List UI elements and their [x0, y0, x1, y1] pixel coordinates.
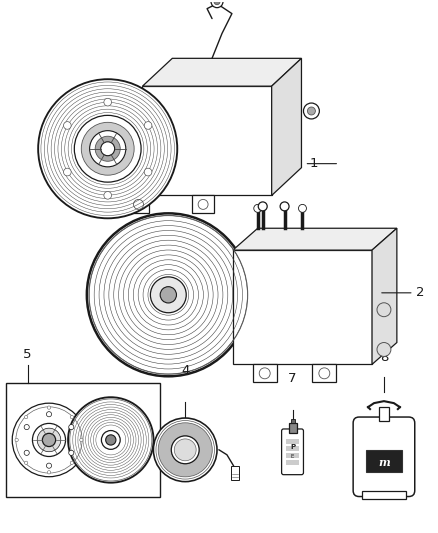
Circle shape	[102, 431, 120, 449]
Text: 8: 8	[380, 351, 388, 365]
Circle shape	[104, 98, 112, 106]
Circle shape	[171, 436, 199, 464]
Circle shape	[153, 418, 217, 482]
Bar	[362, 490, 406, 498]
Bar	[127, 196, 149, 213]
Bar	[286, 439, 300, 444]
Circle shape	[69, 424, 74, 430]
Polygon shape	[142, 86, 272, 196]
Circle shape	[42, 433, 56, 447]
Circle shape	[70, 461, 74, 464]
Bar	[290, 419, 294, 423]
Circle shape	[69, 450, 74, 455]
Circle shape	[319, 368, 330, 379]
Polygon shape	[272, 58, 301, 196]
Bar	[379, 407, 389, 421]
Circle shape	[106, 435, 116, 445]
Circle shape	[258, 202, 267, 211]
Circle shape	[25, 415, 28, 419]
Circle shape	[81, 122, 134, 175]
Bar	[286, 446, 300, 451]
Bar	[286, 460, 300, 465]
Bar	[231, 466, 239, 480]
Text: m: m	[378, 457, 390, 469]
Bar	[289, 423, 297, 433]
Circle shape	[38, 79, 177, 219]
Circle shape	[298, 204, 307, 212]
Text: P: P	[290, 444, 295, 450]
Text: 4: 4	[181, 364, 189, 377]
Circle shape	[64, 168, 71, 176]
Circle shape	[174, 439, 196, 461]
Bar	[253, 365, 277, 382]
Circle shape	[87, 213, 250, 376]
Circle shape	[104, 191, 112, 199]
Text: 2: 2	[416, 286, 424, 300]
Polygon shape	[233, 250, 372, 365]
Text: E: E	[291, 454, 294, 459]
Circle shape	[304, 103, 319, 119]
FancyBboxPatch shape	[353, 417, 415, 497]
Circle shape	[254, 204, 262, 212]
Bar	[6, 383, 160, 497]
Circle shape	[46, 411, 52, 417]
Circle shape	[15, 438, 18, 442]
Bar	[312, 365, 336, 382]
Circle shape	[12, 403, 86, 477]
Circle shape	[160, 287, 177, 303]
Circle shape	[377, 303, 391, 317]
Circle shape	[134, 199, 144, 209]
Circle shape	[24, 424, 29, 430]
Circle shape	[74, 115, 141, 182]
Circle shape	[377, 343, 391, 357]
Circle shape	[280, 202, 289, 211]
Bar	[286, 453, 300, 458]
Text: 5: 5	[23, 348, 32, 361]
FancyBboxPatch shape	[282, 429, 304, 475]
Polygon shape	[142, 58, 301, 86]
Circle shape	[37, 428, 61, 451]
Circle shape	[68, 397, 154, 483]
Circle shape	[25, 461, 28, 464]
Circle shape	[47, 471, 51, 474]
Circle shape	[24, 450, 29, 455]
Circle shape	[198, 199, 208, 209]
Circle shape	[101, 142, 115, 156]
Circle shape	[64, 122, 71, 130]
Text: 7: 7	[288, 372, 297, 385]
Bar	[192, 196, 214, 213]
Circle shape	[90, 131, 126, 167]
Circle shape	[144, 122, 152, 130]
Circle shape	[47, 406, 51, 409]
Polygon shape	[233, 228, 397, 250]
Text: 1: 1	[309, 157, 318, 170]
Circle shape	[307, 107, 315, 115]
Bar	[366, 450, 402, 472]
Circle shape	[70, 415, 74, 419]
Circle shape	[46, 463, 52, 469]
Circle shape	[32, 423, 66, 456]
Circle shape	[95, 136, 120, 161]
Circle shape	[80, 438, 83, 442]
Circle shape	[144, 168, 152, 176]
Circle shape	[259, 368, 270, 379]
Circle shape	[211, 0, 223, 7]
Polygon shape	[372, 228, 397, 365]
Circle shape	[150, 277, 186, 313]
Circle shape	[214, 0, 220, 5]
